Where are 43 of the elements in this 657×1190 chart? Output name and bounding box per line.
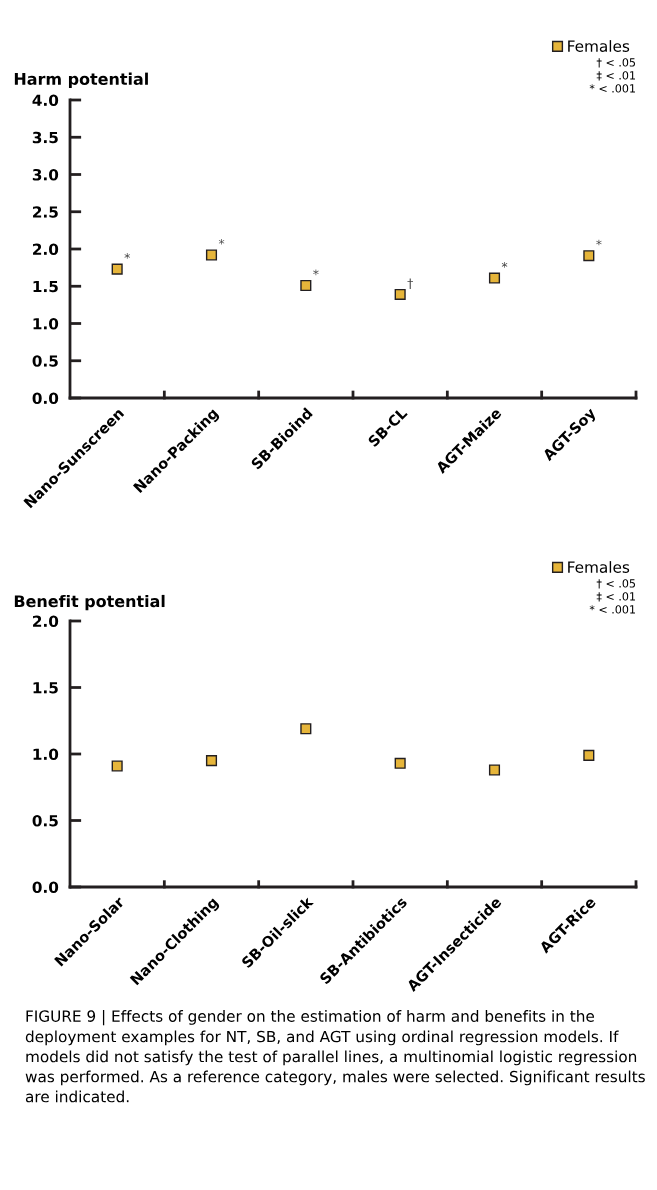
y-tick-label: 1.5: [33, 280, 58, 293]
text: * < .001: [589, 605, 635, 614]
caption: FIGURE 9 | Effects of gender on the estimation of harm and benefits in the deployment examples for NT, SB, and AGT using ordinal regression models. If models did not satisfy the test of parallel lines, a multinomial logistic regression was performed. As a reference category, males were selected. Significant results are indicated.: [25, 1010, 645, 1103]
point: [205, 755, 218, 767]
point: [583, 749, 595, 761]
text: ‡ < .01: [596, 71, 635, 81]
legend-label: Females: [568, 40, 630, 52]
y-tick-label: 2.0: [33, 243, 59, 256]
y-tick-label: 3.5: [32, 131, 58, 144]
legend-label: Females: [568, 561, 630, 573]
chart-title: Harm potential: [14, 72, 148, 89]
point: [111, 760, 123, 772]
y-tick-label: 1.0: [33, 748, 59, 761]
point: [488, 764, 501, 776]
y-tick-label: 0.0: [32, 392, 59, 405]
annotation: *: [596, 239, 602, 246]
point: [394, 757, 406, 769]
point: [300, 279, 312, 292]
text: * < .001: [589, 84, 635, 93]
annotation: *: [218, 238, 225, 245]
y-tick-label: 2.0: [33, 615, 59, 628]
point: [583, 250, 595, 262]
text: † < .05: [596, 58, 636, 68]
y-tick-label: 4.0: [32, 94, 59, 107]
annotation: *: [124, 253, 130, 259]
text: ‡ < .01: [596, 592, 635, 602]
y-tick-label: 0.5: [32, 355, 58, 367]
y-tick-label: 2.5: [33, 206, 58, 218]
y-tick-label: 1.0: [33, 317, 59, 330]
chart-title: Benefit potential: [14, 594, 165, 611]
point: [488, 272, 501, 284]
annotation: †: [407, 278, 414, 289]
y-tick-label: 0.5: [32, 814, 58, 827]
y-tick-label: 0.0: [32, 881, 59, 894]
y-tick-label: 3.0: [32, 168, 59, 181]
text: † < .05: [596, 579, 636, 589]
point: [111, 263, 123, 275]
point: [394, 288, 406, 301]
point: [205, 249, 218, 261]
annotation: *: [313, 269, 319, 276]
y-tick-label: 1.5: [33, 682, 58, 694]
point: [300, 723, 312, 735]
annotation: *: [501, 262, 508, 268]
